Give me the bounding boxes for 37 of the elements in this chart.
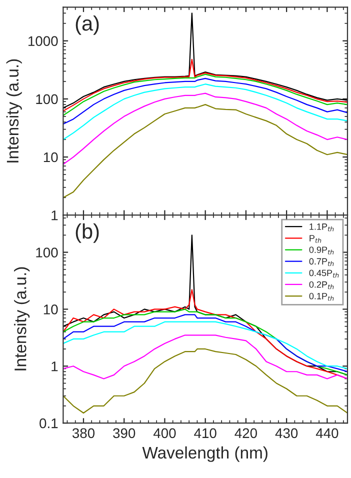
y-tick-label: 1: [52, 362, 58, 372]
line-series: [63, 58, 348, 112]
line-series: [63, 12, 348, 108]
line-series: [63, 74, 348, 116]
x-tick-label: 410: [194, 428, 216, 438]
line-series: [63, 334, 348, 380]
y-tick-label: 0.1: [40, 418, 58, 428]
y-tick-label: 10: [44, 152, 58, 162]
annotation: (a): [76, 15, 99, 35]
legend-label: 0.9P$_{th}$: [309, 246, 334, 254]
x-tick-label: 380: [72, 428, 95, 438]
line-series: [63, 321, 348, 370]
legend-label: 1.1P$_{th}$: [310, 224, 334, 232]
x-tick-label: 420: [234, 428, 257, 438]
legend-label: 0.7P$_{th}$: [309, 258, 334, 266]
line-series: [63, 104, 348, 198]
annotation: (b): [76, 223, 99, 243]
x-tick-label: 440: [316, 428, 338, 438]
legend-label: 0.1P$_{th}$: [309, 292, 334, 301]
y-tick-label: 1000: [28, 36, 58, 46]
legend-label: 0.2P$_{th}$: [309, 281, 334, 290]
y-tick-label: 100: [36, 248, 58, 258]
line-series: [63, 84, 348, 140]
legend-label: P$_{th}$: [310, 235, 322, 243]
y-tick-label: 10: [44, 304, 58, 314]
legend-label: 0.45P$_{th}$: [309, 270, 339, 278]
line-series: [63, 92, 348, 165]
y-tick-label: 1: [52, 210, 58, 220]
x-tick-label: 400: [153, 428, 176, 438]
x-tick-label: 390: [113, 428, 136, 438]
x-axis-title: Wavelength (nm): [142, 446, 268, 462]
line-series: [63, 78, 348, 125]
y-tick-label: 100: [36, 94, 58, 104]
y-axis-title: Intensity (a.u.): [14, 267, 30, 370]
line-series: [63, 348, 348, 414]
y-axis-title: Intensity (a.u.): [6, 59, 22, 162]
x-tick-label: 430: [275, 428, 298, 438]
